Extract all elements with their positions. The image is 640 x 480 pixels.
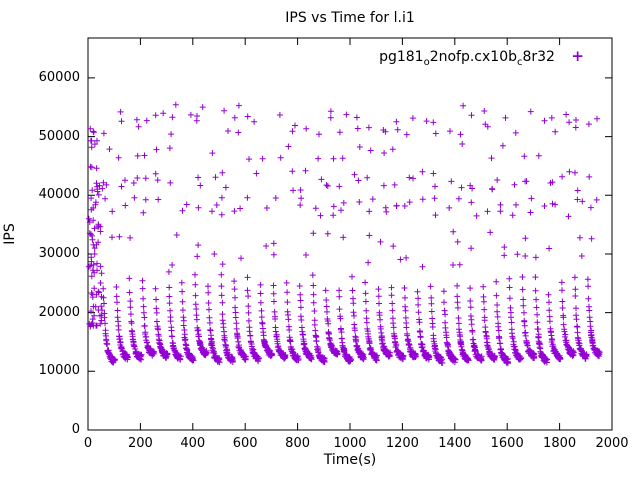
legend-label-text: 8r32 (522, 49, 555, 65)
legend-label-subscript: o (423, 56, 430, 68)
y-tick-label: 30000 (38, 245, 80, 261)
x-tick-label: 1200 (385, 436, 419, 451)
plot-frame (87, 37, 613, 431)
axis-ticks (87, 38, 613, 431)
chart-title: IPS vs Time for l.i1 (285, 10, 415, 26)
legend-label-subscript: c (516, 56, 523, 68)
x-tick-label: 400 (180, 436, 206, 451)
y-tick-label: 40000 (38, 187, 80, 203)
y-tick-label: 20000 (38, 304, 80, 320)
legend-series-label: pg181o2nofp.cx10bc8r32 (379, 49, 555, 68)
x-tick-label: 2000 (595, 436, 629, 451)
legend-label-text: pg181 (379, 49, 424, 65)
y-tick-label: 50000 (38, 128, 80, 144)
y-tick-label: 0 (71, 422, 80, 437)
legend-label-text: 2nofp.cx10b (429, 49, 517, 65)
x-tick-label: 1400 (438, 436, 472, 451)
x-tick-label: 0 (83, 436, 93, 451)
x-tick-label: 800 (285, 436, 310, 451)
x-axis-label: Time(s) (323, 452, 377, 468)
plus-marker-icon: + (571, 47, 584, 65)
scatter-series-points (85, 101, 603, 367)
x-tick-label: 1800 (543, 436, 577, 451)
x-tick-label: 1000 (333, 436, 367, 451)
x-tick-label: 600 (232, 436, 258, 451)
x-tick-label: 1600 (490, 436, 524, 451)
y-tick-label: 60000 (38, 69, 80, 85)
y-tick-label: 10000 (38, 363, 80, 379)
x-tick-label: 200 (127, 436, 153, 451)
legend: pg181o2nofp.cx10bc8r32 + (0, 47, 584, 68)
